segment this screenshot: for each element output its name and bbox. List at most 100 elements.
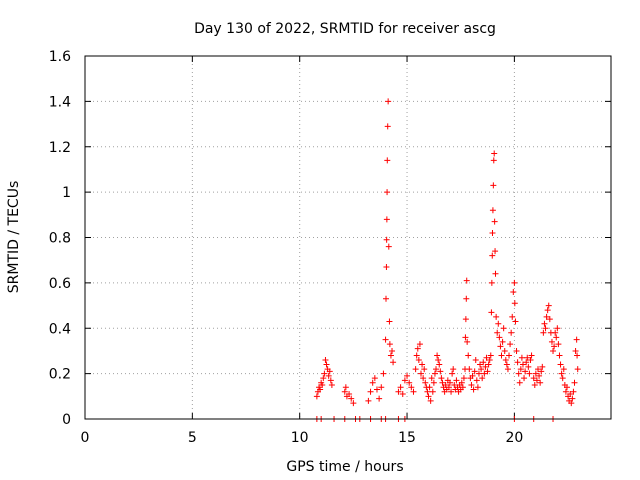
data-point bbox=[570, 388, 577, 395]
data-point bbox=[419, 361, 426, 368]
data-point bbox=[560, 366, 567, 373]
plot-frame bbox=[84, 55, 612, 420]
data-point bbox=[548, 338, 555, 345]
data-point bbox=[395, 388, 402, 395]
data-point bbox=[556, 352, 563, 359]
y-tick-label: 0.8 bbox=[49, 231, 71, 247]
data-point bbox=[495, 320, 502, 327]
data-point bbox=[399, 391, 406, 398]
data-point bbox=[439, 379, 446, 386]
data-point bbox=[506, 352, 513, 359]
data-point bbox=[489, 229, 496, 236]
data-point bbox=[523, 359, 530, 366]
data-point bbox=[513, 347, 520, 354]
data-point bbox=[524, 354, 531, 361]
data-point bbox=[528, 352, 535, 359]
data-point bbox=[489, 207, 496, 214]
y-tick-label: 1.4 bbox=[49, 94, 71, 110]
y-tick-label: 0.4 bbox=[49, 321, 71, 337]
data-point bbox=[510, 288, 517, 295]
data-point bbox=[491, 218, 498, 225]
data-point bbox=[526, 370, 533, 377]
data-point bbox=[378, 384, 385, 391]
data-point bbox=[489, 252, 496, 259]
data-point bbox=[481, 370, 488, 377]
data-point bbox=[446, 379, 453, 386]
data-point bbox=[437, 368, 444, 375]
data-point bbox=[429, 388, 436, 395]
data-point bbox=[401, 377, 408, 384]
data-point bbox=[319, 381, 326, 388]
data-point bbox=[573, 336, 580, 343]
data-point bbox=[414, 345, 421, 352]
data-point bbox=[386, 341, 393, 348]
data-point bbox=[412, 366, 419, 373]
data-point bbox=[555, 341, 562, 348]
data-point bbox=[502, 357, 509, 364]
data-point bbox=[365, 397, 372, 404]
data-point bbox=[323, 361, 330, 368]
data-point bbox=[424, 388, 431, 395]
data-point bbox=[511, 279, 518, 286]
data-point bbox=[519, 361, 526, 368]
data-point bbox=[533, 377, 540, 384]
data-point bbox=[542, 325, 549, 332]
data-point bbox=[436, 361, 443, 368]
axes: 0 0.2 0.4 0.6 0.8 1 1.2 1.4 1.6 0 5 10 15 20 bbox=[49, 49, 611, 446]
data-point bbox=[387, 352, 394, 359]
data-point bbox=[433, 366, 440, 373]
data-point bbox=[458, 379, 465, 386]
data-point bbox=[484, 368, 491, 375]
data-point bbox=[530, 375, 537, 382]
data-point bbox=[404, 372, 411, 379]
y-tick-label: 1.2 bbox=[49, 140, 71, 156]
data-point bbox=[422, 379, 429, 386]
x-tick-label: 5 bbox=[188, 430, 197, 446]
data-point bbox=[509, 313, 516, 320]
x-tick-label: 20 bbox=[505, 430, 523, 446]
data-point bbox=[522, 368, 529, 375]
data-point bbox=[442, 381, 449, 388]
data-point bbox=[462, 334, 469, 341]
data-point bbox=[551, 343, 558, 350]
data-point bbox=[435, 357, 442, 364]
data-point bbox=[346, 391, 353, 398]
data-point bbox=[531, 381, 538, 388]
data-point bbox=[448, 388, 455, 395]
data-point bbox=[574, 366, 581, 373]
data-point bbox=[568, 400, 575, 407]
data-point bbox=[426, 384, 433, 391]
data-point bbox=[434, 352, 441, 359]
data-point bbox=[554, 325, 561, 332]
data-point bbox=[417, 370, 424, 377]
data-point bbox=[541, 320, 548, 327]
data-point bbox=[380, 370, 387, 377]
data-point bbox=[415, 357, 422, 364]
data-point bbox=[480, 359, 487, 366]
data-point bbox=[453, 377, 460, 384]
data-point bbox=[490, 157, 497, 164]
data-point bbox=[499, 338, 506, 345]
data-point bbox=[460, 375, 467, 382]
data-point bbox=[553, 334, 560, 341]
data-point bbox=[410, 388, 417, 395]
data-point bbox=[543, 313, 550, 320]
data-point bbox=[421, 366, 428, 373]
grid-lines bbox=[85, 56, 611, 419]
x-tick-label: 15 bbox=[398, 430, 416, 446]
data-point bbox=[420, 375, 427, 382]
data-point bbox=[535, 366, 542, 373]
data-point bbox=[383, 295, 390, 302]
data-point bbox=[492, 270, 499, 277]
data-point bbox=[485, 361, 492, 368]
data-point bbox=[488, 309, 495, 316]
y-tick-label: 0.2 bbox=[49, 367, 71, 383]
data-point bbox=[406, 379, 413, 386]
data-point bbox=[384, 123, 391, 130]
data-point bbox=[558, 370, 565, 377]
data-point bbox=[320, 375, 327, 382]
data-point bbox=[493, 313, 500, 320]
data-point bbox=[490, 182, 497, 189]
data-point bbox=[464, 338, 471, 345]
